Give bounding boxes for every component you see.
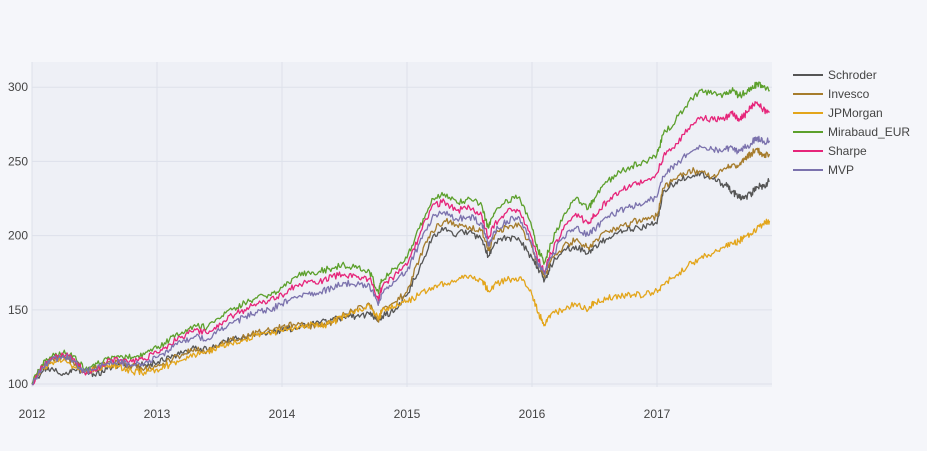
legend-item-invesco[interactable]: Invesco [793,87,870,101]
legend-item-sharpe[interactable]: Sharpe [793,144,867,158]
y-tick-label: 100 [8,377,28,391]
series-line-mvp[interactable] [31,135,771,386]
series-line-schroder[interactable] [31,171,770,385]
y-tick-label: 250 [8,154,28,168]
legend-item-mirabaud-eur[interactable]: Mirabaud_EUR [793,125,910,139]
axes: 100 150 200 250 300 2012 2013 2014 2015 2016 2017 [8,80,671,421]
legend-item-schroder[interactable]: Schroder [793,68,877,82]
legend-label: Sharpe [828,144,867,158]
legend-label: Schroder [828,68,877,82]
legend-label: MVP [828,163,854,177]
series-line-sharpe[interactable] [31,101,770,386]
legend-label: JPMorgan [828,106,883,120]
x-tick-label: 2013 [144,407,171,421]
legend-label: Mirabaud_EUR [828,125,910,139]
x-tick-label: 2016 [519,407,546,421]
series-line-mirabaud-eur[interactable] [31,81,771,385]
x-tick-label: 2012 [19,407,46,421]
y-tick-label: 200 [8,229,28,243]
x-tick-label: 2017 [644,407,671,421]
x-tick-label: 2014 [269,407,296,421]
series-lines [31,81,771,386]
grid [31,62,772,387]
legend[interactable]: Schroder Invesco JPMorgan Mirabaud_EUR Sharp… [793,68,910,177]
x-tick-label: 2015 [394,407,421,421]
legend-item-jpmorgan[interactable]: JPMorgan [793,106,883,120]
y-tick-label: 300 [8,80,28,94]
legend-item-mvp[interactable]: MVP [793,163,854,177]
y-tick-label: 150 [8,303,28,317]
plot-area [32,62,772,387]
series-line-invesco[interactable] [31,147,771,385]
series-line-jpmorgan[interactable] [32,218,771,385]
legend-label: Invesco [828,87,870,101]
